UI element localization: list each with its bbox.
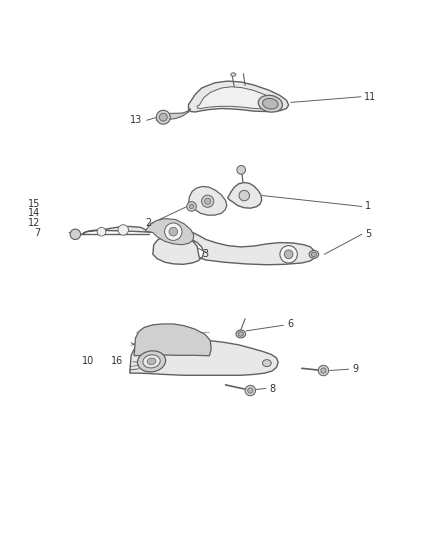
- Ellipse shape: [236, 330, 246, 338]
- Circle shape: [245, 385, 255, 396]
- Circle shape: [284, 250, 293, 259]
- Text: 6: 6: [287, 319, 293, 329]
- Circle shape: [237, 166, 246, 174]
- Ellipse shape: [238, 332, 244, 336]
- Circle shape: [70, 229, 81, 239]
- Text: 10: 10: [82, 357, 94, 366]
- Circle shape: [97, 228, 106, 236]
- Ellipse shape: [143, 355, 160, 368]
- Polygon shape: [197, 87, 279, 109]
- Polygon shape: [82, 227, 315, 265]
- Ellipse shape: [263, 99, 278, 109]
- Circle shape: [239, 190, 250, 201]
- Ellipse shape: [309, 251, 319, 258]
- Circle shape: [201, 195, 214, 207]
- Ellipse shape: [311, 252, 317, 256]
- Text: 3: 3: [202, 249, 208, 260]
- Circle shape: [248, 388, 253, 393]
- Text: 12: 12: [28, 218, 41, 228]
- Text: 16: 16: [111, 357, 124, 366]
- Ellipse shape: [262, 360, 271, 367]
- Polygon shape: [188, 81, 289, 112]
- Ellipse shape: [258, 95, 283, 112]
- Polygon shape: [188, 187, 227, 215]
- Polygon shape: [145, 219, 194, 245]
- Circle shape: [165, 223, 182, 240]
- Circle shape: [321, 368, 326, 373]
- Text: 14: 14: [28, 208, 41, 219]
- Polygon shape: [134, 324, 211, 356]
- Circle shape: [280, 246, 297, 263]
- Text: 9: 9: [352, 364, 358, 374]
- Circle shape: [205, 198, 211, 204]
- Text: 4: 4: [156, 115, 162, 125]
- Polygon shape: [163, 109, 191, 119]
- Text: 15: 15: [28, 199, 41, 209]
- Ellipse shape: [138, 351, 166, 372]
- Circle shape: [318, 365, 328, 376]
- Text: 13: 13: [130, 115, 142, 125]
- Text: 11: 11: [364, 92, 376, 102]
- Circle shape: [187, 201, 196, 211]
- Circle shape: [189, 204, 194, 208]
- Circle shape: [169, 228, 178, 236]
- Text: 5: 5: [365, 229, 371, 239]
- Polygon shape: [130, 340, 278, 375]
- Text: 7: 7: [34, 228, 40, 238]
- Ellipse shape: [147, 358, 156, 365]
- Polygon shape: [228, 182, 261, 208]
- Circle shape: [156, 110, 170, 124]
- Circle shape: [159, 114, 167, 121]
- Circle shape: [118, 225, 128, 235]
- Text: 8: 8: [269, 384, 276, 394]
- Ellipse shape: [231, 73, 236, 76]
- Text: 2: 2: [145, 218, 151, 228]
- Text: 1: 1: [365, 200, 371, 211]
